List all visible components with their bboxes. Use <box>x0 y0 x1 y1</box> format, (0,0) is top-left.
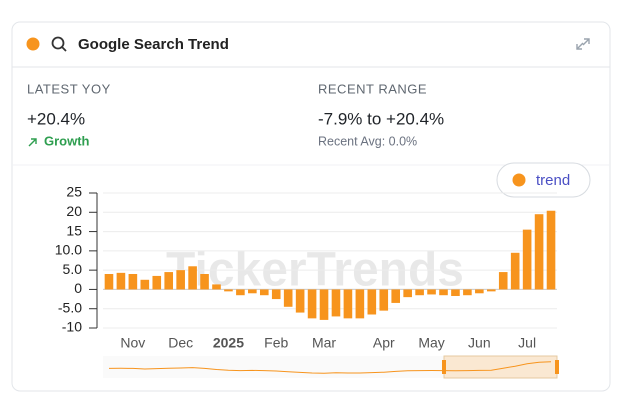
bar <box>475 289 484 294</box>
bar <box>403 289 412 298</box>
legend-label: trend <box>536 172 570 189</box>
y-tick-label: 5.0 <box>63 261 83 277</box>
y-tick-label: 25 <box>66 184 82 200</box>
bar <box>152 275 162 290</box>
bar <box>116 272 126 290</box>
x-tick-label: 2025 <box>213 335 244 351</box>
x-tick-label: Mar <box>312 335 336 351</box>
bar <box>522 229 532 290</box>
stat-note: Growth <box>44 133 90 148</box>
x-tick-label: Feb <box>264 335 288 351</box>
bar <box>188 266 197 290</box>
y-tick-label: 20 <box>66 203 82 219</box>
bar <box>343 289 353 319</box>
bar <box>367 289 377 315</box>
bar <box>331 289 341 317</box>
stat-label: RECENT RANGE <box>318 81 427 96</box>
bar <box>534 214 544 290</box>
bar <box>463 289 472 296</box>
x-tick-label: Jun <box>468 335 491 351</box>
bar <box>319 289 329 320</box>
navigator-selection[interactable] <box>443 355 558 379</box>
bar <box>295 289 305 313</box>
bar <box>200 274 209 290</box>
bar <box>439 289 448 296</box>
y-tick-label: -5.0 <box>58 299 82 315</box>
x-tick-label: May <box>418 335 444 351</box>
bar <box>236 289 245 296</box>
bar <box>224 289 233 292</box>
stat-value: +20.4% <box>27 109 85 128</box>
x-tick-label: Jul <box>518 335 536 351</box>
bar <box>355 289 365 319</box>
bar <box>379 289 389 311</box>
stat-note: Recent Avg: 0.0% <box>318 134 417 148</box>
y-tick-label: 0 <box>74 280 82 296</box>
growth-arrow <box>28 138 37 147</box>
bar <box>283 289 293 307</box>
bar <box>128 274 138 290</box>
y-tick-label: 15 <box>66 222 82 238</box>
expand-icon[interactable] <box>576 38 590 50</box>
legend[interactable] <box>496 162 591 198</box>
card <box>11 21 611 392</box>
bar <box>140 279 150 290</box>
bar <box>486 289 496 292</box>
legend-swatch <box>512 173 526 187</box>
bar <box>271 289 281 300</box>
y-tick-label: 10.0 <box>55 242 82 258</box>
y-tick-label: -10 <box>62 319 82 335</box>
bar <box>176 270 185 290</box>
navigator-handle[interactable] <box>442 360 446 374</box>
bar <box>212 284 221 290</box>
navigator-line <box>108 361 552 374</box>
bar <box>546 210 556 290</box>
bar <box>391 289 401 303</box>
bar <box>248 289 257 294</box>
bar <box>451 289 460 296</box>
x-tick-label: Dec <box>168 335 193 351</box>
bar <box>307 289 317 319</box>
bar <box>104 274 114 290</box>
bar <box>164 272 174 290</box>
bar <box>510 252 520 290</box>
x-tick-label: Nov <box>120 335 145 351</box>
bar <box>259 289 269 296</box>
x-tick-label: Apr <box>373 335 395 351</box>
bar <box>415 289 424 296</box>
bar <box>427 289 436 295</box>
bar <box>498 272 508 290</box>
navigator-handle[interactable] <box>555 360 559 374</box>
status-dot <box>26 37 40 51</box>
stat-value: -7.9% to +20.4% <box>318 109 444 128</box>
widget-title: Google Search Trend <box>78 36 229 53</box>
stat-label: LATEST YOY <box>27 81 111 96</box>
search-icon <box>51 36 67 52</box>
